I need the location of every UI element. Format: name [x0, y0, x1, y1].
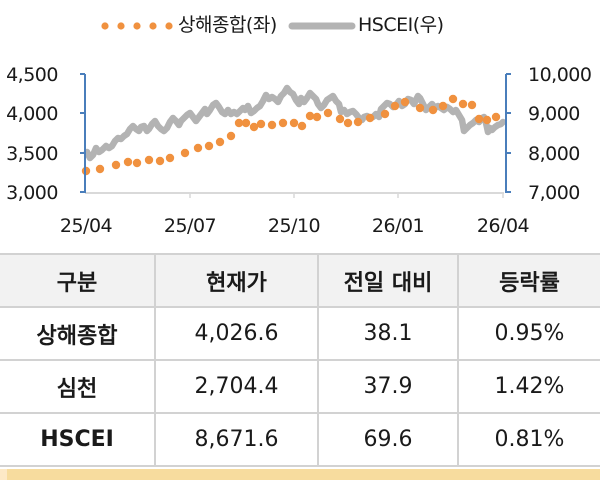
legend-label-hscei: HSCEI(우): [358, 14, 444, 36]
chart-legend: 상해종합(좌) HSCEI(우): [0, 0, 600, 50]
right-tick-8000: 8,000: [528, 143, 580, 165]
header-change: 전일 대비: [317, 253, 459, 308]
header-rate: 등락률: [457, 253, 600, 308]
right-tick-10000: 10,000: [528, 64, 591, 86]
legend-label-shanghai: 상해종합(좌): [178, 14, 277, 36]
row-name: HSCEI: [0, 412, 156, 467]
table-row: 심천 2,704.4 37.9 1.42%: [0, 359, 600, 414]
index-summary-table: 구분 현재가 전일 대비 등락률 상해종합 4,026.6 38.1 0.95%…: [0, 253, 600, 467]
line-chart: 4,500 4,000 3,500 3,000 10,000 9,000 8,0…: [6, 64, 592, 237]
right-y-axis: 10,000 9,000 8,000 7,000: [505, 64, 592, 204]
row-rate: 1.42%: [457, 359, 600, 414]
x-axis-labels: 25/04 25/07 25/10 26/01 26/04: [60, 215, 530, 237]
legend-item-hscei: HSCEI(우): [288, 14, 444, 37]
table-row: 상해종합 4,026.6 38.1 0.95%: [0, 306, 600, 361]
row-name: 심천: [0, 359, 156, 414]
x-tick-26-01: 26/01: [372, 215, 424, 237]
table-row: HSCEI 8,671.6 69.6 0.81%: [0, 412, 600, 467]
bottom-highlight-band: [0, 469, 600, 480]
row-change: 69.6: [317, 412, 459, 467]
shanghai-series-dots: [81, 94, 501, 176]
row-price: 4,026.6: [154, 306, 319, 361]
row-price: 2,704.4: [154, 359, 319, 414]
left-y-axis: 4,500 4,000 3,500 3,000: [6, 64, 86, 204]
row-name: 상해종합: [0, 306, 156, 361]
x-tick-25-10: 25/10: [268, 215, 320, 237]
left-tick-4500: 4,500: [6, 64, 58, 86]
header-category: 구분: [0, 253, 156, 308]
table-header-row: 구분 현재가 전일 대비 등락률: [0, 253, 600, 308]
row-rate: 0.95%: [457, 306, 600, 361]
left-tick-3000: 3,000: [6, 182, 58, 204]
x-axis-ticks: [189, 193, 504, 198]
x-tick-25-07: 25/07: [164, 215, 216, 237]
row-price: 8,671.6: [154, 412, 319, 467]
left-tick-3500: 3,500: [6, 143, 58, 165]
dotted-line-icon: [101, 21, 173, 30]
bottom-band-edge: [0, 469, 7, 480]
row-change: 38.1: [317, 306, 459, 361]
x-tick-26-04: 26/04: [477, 215, 530, 237]
left-tick-4000: 4,000: [6, 103, 58, 125]
header-price: 현재가: [154, 253, 319, 308]
hscei-series-line: [83, 84, 507, 162]
row-change: 37.9: [317, 359, 459, 414]
right-tick-9000: 9,000: [528, 103, 580, 125]
x-tick-25-04: 25/04: [60, 215, 113, 237]
legend-item-shanghai: 상해종합(좌): [100, 14, 277, 37]
row-rate: 0.81%: [457, 412, 600, 467]
right-tick-7000: 7,000: [528, 182, 580, 204]
solid-line-icon: [288, 22, 356, 29]
